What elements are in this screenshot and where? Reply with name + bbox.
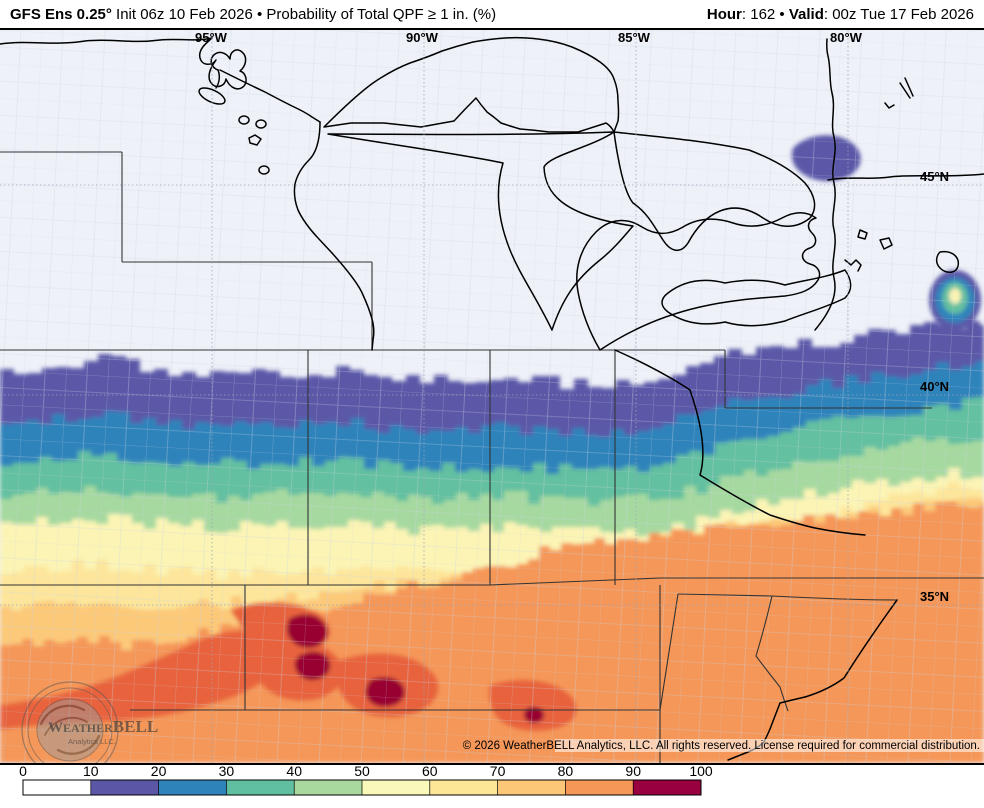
svg-text:40°N: 40°N [920,379,949,394]
svg-text:10: 10 [83,765,99,779]
svg-text:90°W: 90°W [406,30,439,45]
svg-text:Analytics LLC.: Analytics LLC. [68,737,116,746]
svg-text:40: 40 [286,765,302,779]
svg-text:60: 60 [422,765,438,779]
svg-text:30: 30 [219,765,235,779]
svg-text:80°W: 80°W [830,30,863,45]
svg-text:90: 90 [625,765,641,779]
svg-text:100: 100 [689,765,713,779]
svg-text:95°W: 95°W [195,30,228,45]
svg-text:35°N: 35°N [920,589,949,604]
svg-text:85°W: 85°W [618,30,651,45]
svg-text:20: 20 [151,765,167,779]
svg-text:45°N: 45°N [920,169,949,184]
svg-text:70: 70 [490,765,506,779]
svg-text:© 2026 WeatherBELL Analytics,: © 2026 WeatherBELL Analytics, LLC. All r… [463,740,980,752]
svg-text:50: 50 [354,765,370,779]
svg-text:0: 0 [19,765,27,779]
svg-text:80: 80 [558,765,574,779]
